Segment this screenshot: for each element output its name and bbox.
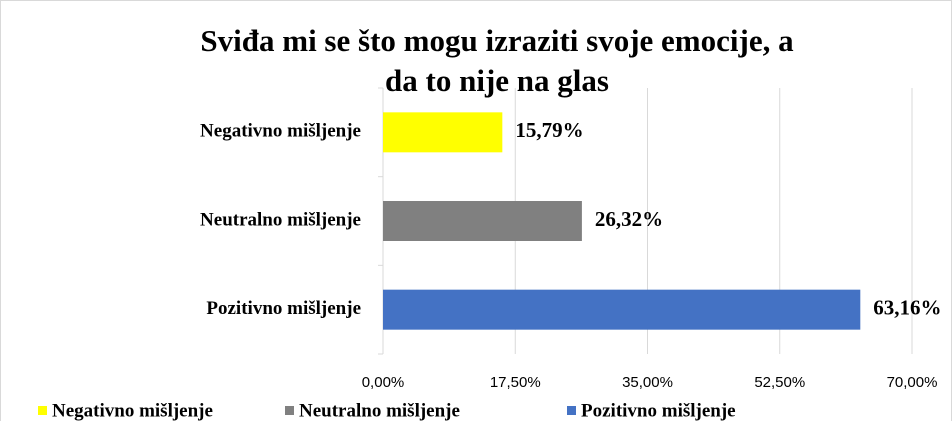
x-tick-label: 0,00%: [362, 374, 405, 391]
x-tick-label: 17,50%: [490, 374, 541, 391]
legend-label: Negativno mišljenje: [52, 400, 213, 421]
y-tick-label: Negativno mišljenje: [200, 121, 361, 142]
legend-label: Neutralno mišljenje: [299, 400, 460, 421]
x-tick-label: 70,00%: [887, 374, 938, 391]
legend-swatch: [38, 406, 47, 415]
legend-label: Pozitivno mišljenje: [581, 400, 736, 421]
chart-title: da to nije na glas: [385, 63, 609, 98]
x-tick-label: 52,50%: [754, 374, 805, 391]
y-tick-label: Pozitivno mišljenje: [206, 298, 361, 319]
bar: [383, 112, 503, 153]
bar: [383, 201, 582, 241]
legend-swatch: [567, 406, 576, 415]
y-tick-label: Neutralno mišljenje: [200, 209, 361, 230]
x-tick-label: 35,00%: [622, 374, 673, 391]
legend-swatch: [285, 406, 294, 415]
value-label: 63,16%: [873, 295, 941, 319]
value-label: 26,32%: [595, 207, 663, 231]
chart-title: Sviđa mi se što mogu izraziti svoje emoc…: [200, 23, 794, 58]
bar: [383, 289, 861, 330]
value-label: 15,79%: [515, 118, 583, 142]
